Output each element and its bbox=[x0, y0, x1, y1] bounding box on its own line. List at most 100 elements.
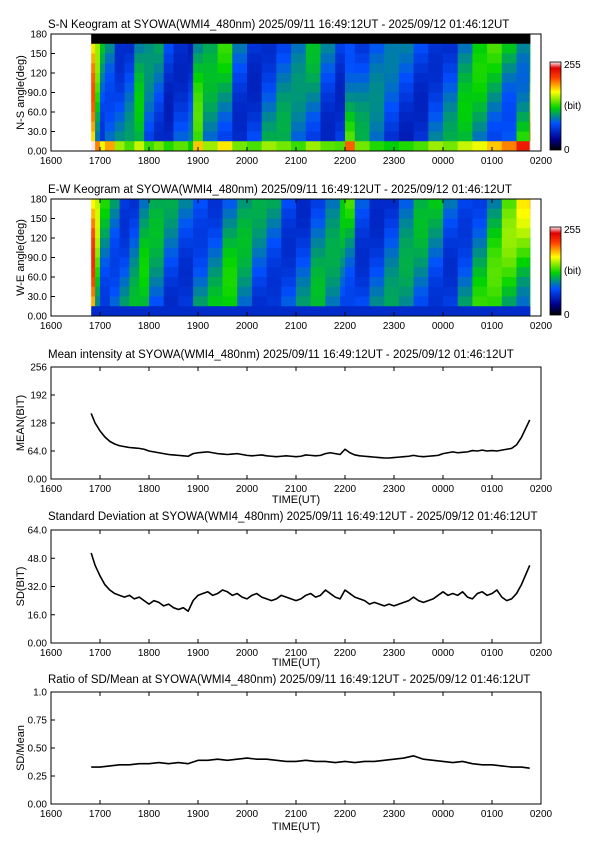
heatmap-cell bbox=[516, 112, 531, 123]
heatmap-cell bbox=[398, 238, 415, 249]
heatmap-cell bbox=[345, 199, 356, 210]
heatmap-cell bbox=[251, 267, 268, 278]
heatmap-cell bbox=[516, 34, 531, 45]
heatmap-cell bbox=[501, 43, 517, 54]
heatmap-cell bbox=[310, 218, 326, 229]
y-tick-label: 32.0 bbox=[28, 582, 48, 593]
heatmap-cell bbox=[443, 102, 459, 113]
heatmap-cell bbox=[305, 102, 321, 113]
x-tick-label: 2100 bbox=[285, 484, 308, 495]
heatmap-cell bbox=[153, 131, 165, 142]
heatmap-cell bbox=[119, 238, 130, 249]
heatmap-cell bbox=[100, 121, 106, 132]
y-tick-label: 30.0 bbox=[28, 127, 48, 138]
heatmap-cell bbox=[100, 82, 106, 93]
heatmap-cell bbox=[261, 121, 277, 132]
heatmap-cell bbox=[163, 92, 174, 103]
heatmap-cell bbox=[305, 131, 321, 142]
heatmap-cell bbox=[443, 131, 459, 142]
heatmap-cell bbox=[119, 277, 130, 288]
heatmap-cell bbox=[139, 238, 150, 249]
heatmap-cell bbox=[398, 208, 415, 219]
y-tick-label: 60.0 bbox=[28, 108, 48, 119]
y-tick-label: 0.00 bbox=[28, 147, 48, 158]
heatmap-cell bbox=[202, 102, 219, 113]
heatmap-cell bbox=[487, 73, 503, 84]
heatmap-cell bbox=[340, 277, 346, 288]
heatmap-cell bbox=[369, 218, 385, 229]
heatmap-cell bbox=[516, 296, 531, 307]
heatmap-cell bbox=[163, 131, 174, 142]
heatmap-cell bbox=[232, 73, 248, 84]
heatmap-cell bbox=[296, 208, 312, 219]
heatmap-cell bbox=[413, 92, 429, 103]
heatmap-cell bbox=[114, 102, 125, 113]
heatmap-cell bbox=[91, 63, 96, 74]
heatmap-cell bbox=[188, 43, 194, 54]
heatmap-cell bbox=[384, 92, 400, 103]
heatmap-cell bbox=[501, 247, 517, 258]
heatmap-cell bbox=[91, 306, 96, 317]
heatmap-cell bbox=[369, 199, 385, 210]
heatmap-cell bbox=[487, 82, 503, 93]
x-tick-label: 1700 bbox=[89, 809, 112, 820]
heatmap-cell bbox=[457, 53, 473, 64]
heatmap-cell bbox=[413, 247, 429, 258]
heatmap-cell bbox=[291, 121, 307, 132]
x-tick-label: 2100 bbox=[285, 648, 308, 659]
heatmap-cell bbox=[384, 73, 400, 84]
heatmap-cell bbox=[354, 53, 370, 64]
heatmap-cell bbox=[202, 53, 219, 64]
heatmap-cell bbox=[251, 247, 268, 258]
heatmap-cell bbox=[100, 238, 111, 249]
heatmap-cell bbox=[193, 199, 209, 210]
heatmap-cell bbox=[428, 82, 444, 93]
heatmap-cell bbox=[124, 92, 135, 103]
heatmap-cell bbox=[100, 218, 111, 229]
heatmap-cell bbox=[109, 247, 121, 258]
heatmap-cell bbox=[457, 34, 473, 45]
heatmap-cell bbox=[335, 73, 346, 84]
heatmap-cell bbox=[443, 141, 459, 152]
heatmap-cell bbox=[305, 73, 321, 84]
x-tick-label: 0000 bbox=[432, 156, 455, 167]
heatmap-cell bbox=[516, 43, 531, 54]
heatmap-cell bbox=[109, 267, 121, 278]
heatmap-cell bbox=[501, 296, 517, 307]
heatmap-cell bbox=[193, 228, 209, 239]
heatmap-cell bbox=[529, 199, 531, 210]
heatmap-cell bbox=[129, 286, 140, 297]
heatmap-cell bbox=[487, 218, 503, 229]
heatmap-cell bbox=[207, 267, 223, 278]
heatmap-cell bbox=[153, 102, 165, 113]
heatmap-cell bbox=[291, 92, 307, 103]
x-tick-label: 0100 bbox=[481, 156, 504, 167]
x-tick-label: 2300 bbox=[383, 484, 406, 495]
heatmap-cell bbox=[124, 82, 135, 93]
y-tick-label: 48.0 bbox=[28, 554, 48, 565]
heatmap-cell bbox=[222, 286, 238, 297]
heatmap-cell bbox=[340, 208, 346, 219]
heatmap-cell bbox=[345, 141, 356, 152]
heatmap-cell bbox=[207, 208, 223, 219]
y-tick-label: 0.50 bbox=[28, 744, 48, 755]
heatmap-cell bbox=[217, 92, 233, 103]
heatmap-cell bbox=[354, 112, 370, 123]
heatmap-cell bbox=[163, 199, 179, 210]
heatmap-cell bbox=[487, 92, 503, 103]
heatmap-cell bbox=[428, 257, 444, 268]
heatmap-cell bbox=[428, 218, 444, 229]
heatmap-cell bbox=[345, 34, 356, 45]
heatmap-cell bbox=[193, 141, 204, 152]
heatmap-cell bbox=[207, 257, 223, 268]
heatmap-cell bbox=[95, 53, 101, 64]
heatmap-cell bbox=[261, 92, 277, 103]
heatmap-cell bbox=[384, 53, 400, 64]
heatmap-cell bbox=[188, 92, 194, 103]
heatmap-cell bbox=[354, 238, 370, 249]
heatmap-cell bbox=[384, 286, 400, 297]
heatmap-cell bbox=[398, 218, 415, 229]
heatmap-cell bbox=[472, 82, 488, 93]
heatmap-cell bbox=[109, 257, 121, 268]
